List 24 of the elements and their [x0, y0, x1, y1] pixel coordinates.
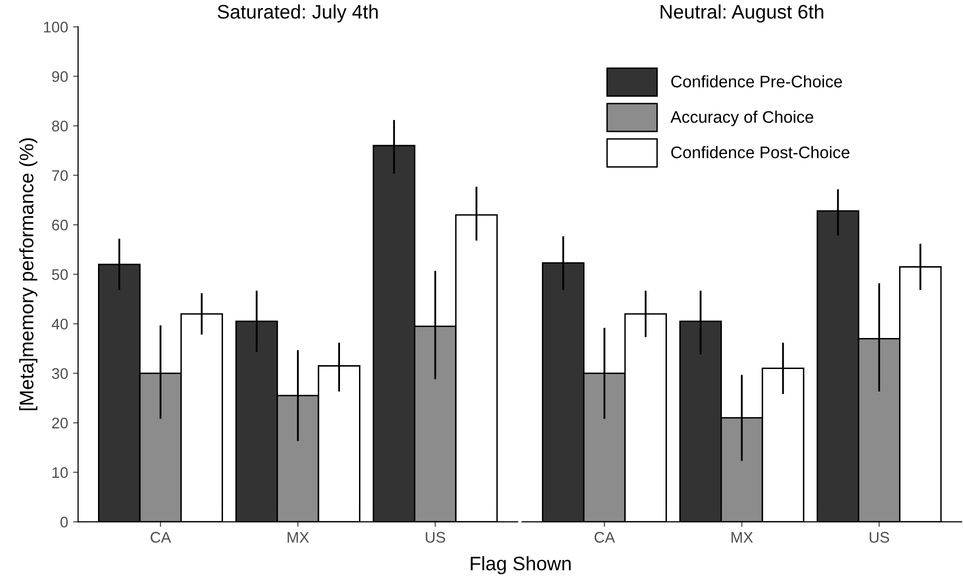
y-tick-label: 20 [52, 418, 68, 428]
legend-label: Confidence Pre-Choice [671, 75, 842, 88]
y-tick-label: 90 [52, 71, 68, 82]
y-tick-label: 10 [52, 467, 68, 478]
y-tick-label: 50 [52, 269, 68, 280]
x-tick-label: MX [732, 532, 753, 543]
y-tick-label: 80 [52, 120, 68, 132]
chart-title: Saturated: July 4th [218, 4, 378, 23]
x-tick-label: CA [150, 532, 172, 543]
x-tick-label: CA [594, 532, 616, 543]
y-tick-label: 60 [52, 220, 68, 230]
x-tick-label: US [870, 532, 890, 543]
chart-title: Neutral: August 6th [660, 4, 824, 23]
x-axis-title: Flag Shown [470, 556, 571, 574]
x-tick-label: MX [288, 532, 310, 543]
legend-label: Accuracy of Choice [670, 110, 814, 126]
y-tick-label: 70 [52, 170, 68, 181]
y-tick-label: 0 [60, 516, 68, 528]
y-tick-label: 100 [44, 22, 68, 33]
y-tick-label: 40 [52, 318, 68, 330]
x-tick-label: US [426, 532, 446, 543]
y-axis-title: [Meta]memory performance (%) [19, 138, 38, 410]
legend-label: Confidence Post-Choice [671, 146, 850, 158]
y-tick-label: 30 [52, 368, 68, 379]
